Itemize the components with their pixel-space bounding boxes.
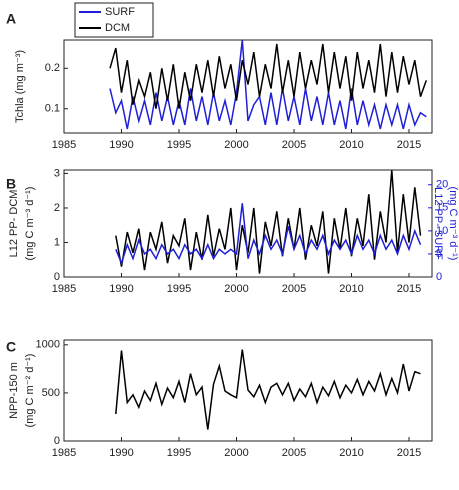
x-tick-label: 1990 xyxy=(109,283,133,295)
panel-label: B xyxy=(6,176,16,192)
y-axis-label: NPP-150 m xyxy=(8,362,20,419)
y-tick-label: 2 xyxy=(54,202,60,214)
y-tick-label: 0.1 xyxy=(45,103,60,115)
y2-axis-label: (mg C m⁻³ d⁻¹) xyxy=(447,187,459,261)
y-tick-label: 0.2 xyxy=(45,62,60,74)
x-tick-label: 2005 xyxy=(282,283,306,295)
y2-tick-label: 15 xyxy=(436,202,448,214)
data-line xyxy=(109,39,427,130)
x-tick-label: 2005 xyxy=(282,139,306,151)
plot-frame xyxy=(63,39,433,134)
x-tick-label: 1995 xyxy=(167,447,191,459)
x-tick-label: 1985 xyxy=(52,283,76,295)
x-tick-label: 1995 xyxy=(167,139,191,151)
data-line xyxy=(109,43,428,109)
y-tick-label: 1000 xyxy=(36,339,60,351)
x-tick-label: 1995 xyxy=(167,283,191,295)
x-tick-label: 2005 xyxy=(282,447,306,459)
x-tick-label: 1985 xyxy=(52,139,76,151)
y-tick-label: 0 xyxy=(54,271,60,283)
x-tick-label: 2000 xyxy=(224,447,248,459)
x-tick-label: 2010 xyxy=(339,447,363,459)
y2-tick-label: 5 xyxy=(436,248,442,260)
data-line xyxy=(115,169,422,274)
plot-frame xyxy=(63,339,433,442)
x-tick-label: 2015 xyxy=(397,283,421,295)
legend-label: DCM xyxy=(105,22,130,34)
y2-tick-label: 20 xyxy=(436,179,448,191)
y-tick-label: 1 xyxy=(54,236,60,248)
y-axis-label: (mg C m⁻³ d⁻¹) xyxy=(24,187,36,261)
data-line xyxy=(115,349,421,430)
y2-axis-label: L12 PP- SURF xyxy=(432,187,444,260)
x-tick-label: 2015 xyxy=(397,139,421,151)
y-axis-label: Tchla (mg m⁻³) xyxy=(14,50,26,123)
x-tick-label: 2010 xyxy=(339,283,363,295)
data-line xyxy=(115,203,422,266)
y-axis-label: (mg C m⁻² d⁻¹) xyxy=(24,354,36,428)
legend-box xyxy=(74,2,154,38)
x-tick-label: 2000 xyxy=(224,283,248,295)
y2-tick-label: 10 xyxy=(436,225,448,237)
y-tick-label: 500 xyxy=(42,387,60,399)
legend-label: SURF xyxy=(105,6,135,18)
y-tick-label: 0 xyxy=(54,435,60,447)
panel-label: A xyxy=(6,11,16,27)
x-tick-label: 1990 xyxy=(109,447,133,459)
y-axis-label: L12 PP- DCM xyxy=(8,190,20,258)
x-tick-label: 1985 xyxy=(52,447,76,459)
panel-label: C xyxy=(6,339,16,355)
x-tick-label: 2015 xyxy=(397,447,421,459)
x-tick-label: 2010 xyxy=(339,139,363,151)
y-tick-label: 3 xyxy=(54,167,60,179)
x-tick-label: 2000 xyxy=(224,139,248,151)
y2-tick-label: 0 xyxy=(436,271,442,283)
x-tick-label: 1990 xyxy=(109,139,133,151)
plot-frame xyxy=(63,169,433,278)
